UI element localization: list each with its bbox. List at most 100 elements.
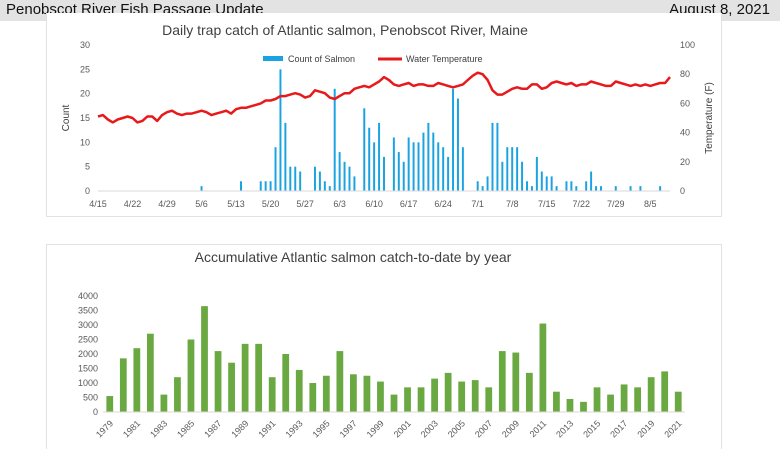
count-bar	[412, 142, 415, 191]
count-bar	[397, 152, 400, 191]
year-bar	[241, 343, 249, 412]
year-bar	[485, 387, 493, 412]
year-bar	[228, 362, 235, 412]
year-bar	[295, 369, 303, 412]
count-bar	[595, 186, 598, 191]
count-bar	[570, 181, 573, 191]
count-bar	[550, 176, 553, 191]
count-bar	[461, 147, 464, 191]
count-bar	[521, 161, 524, 191]
count-bar	[313, 166, 316, 191]
year-bar	[525, 372, 533, 412]
year-bar	[580, 401, 587, 412]
year-bar	[377, 381, 384, 412]
x-tick-label: 2007	[473, 418, 494, 439]
x-tick-label: 6/17	[400, 199, 418, 209]
x-tick-label: 2015	[581, 418, 602, 439]
count-bar	[402, 161, 405, 191]
chart-title: Daily trap catch of Atlantic salmon, Pen…	[162, 22, 528, 38]
year-bar	[309, 383, 317, 412]
year-bar	[282, 354, 290, 412]
count-bar	[565, 181, 568, 191]
count-bar	[427, 122, 430, 191]
legend-swatch-count	[263, 56, 283, 61]
count-bar	[289, 166, 292, 191]
year-bar	[674, 391, 682, 412]
x-tick-label: 4/22	[124, 199, 142, 209]
year-bar	[647, 377, 655, 412]
count-bar	[373, 142, 376, 191]
x-tick-label: 1995	[311, 418, 332, 439]
count-bar	[200, 186, 203, 191]
count-bar	[506, 147, 509, 191]
count-bar	[274, 147, 277, 191]
count-bar	[442, 147, 445, 191]
x-tick-label: 6/24	[434, 199, 452, 209]
legend-label-temperature: Water Temperature	[406, 54, 483, 64]
count-bar	[526, 181, 528, 191]
year-bar	[322, 375, 330, 412]
count-bar	[240, 181, 242, 191]
y2-tick-label: 40	[680, 128, 690, 138]
x-tick-label: 2009	[500, 418, 521, 439]
x-tick-label: 6/3	[333, 199, 346, 209]
y-tick-label: 4000	[78, 291, 98, 301]
count-bar	[447, 156, 450, 191]
x-tick-label: 1991	[256, 418, 277, 439]
year-bar	[350, 374, 357, 412]
count-bar	[575, 186, 578, 191]
year-bar	[634, 387, 642, 412]
count-bar	[452, 88, 455, 191]
x-tick-label: 1979	[94, 418, 115, 439]
count-bar	[333, 88, 336, 191]
year-bar	[539, 323, 547, 412]
x-tick-label: 8/5	[644, 199, 657, 209]
y2-axis-label: Temperature (F)	[704, 82, 715, 154]
x-tick-label: 1999	[365, 418, 386, 439]
year-bar	[336, 351, 344, 412]
year-bar	[268, 377, 276, 412]
year-bar	[146, 333, 154, 412]
count-bar	[501, 161, 504, 191]
count-bar	[363, 108, 366, 191]
count-bar	[530, 186, 533, 191]
year-bar	[160, 394, 168, 412]
y-tick-label: 3500	[78, 306, 98, 316]
count-bar	[279, 69, 282, 191]
year-bar	[498, 351, 506, 412]
x-tick-label: 4/29	[158, 199, 176, 209]
count-bar	[496, 122, 499, 191]
count-bar	[338, 152, 341, 191]
count-bar	[264, 181, 267, 191]
x-tick-label: 2001	[392, 418, 413, 439]
count-bar	[392, 137, 395, 191]
y2-tick-label: 80	[680, 69, 690, 79]
x-tick-label: 1987	[202, 418, 223, 439]
year-bar	[553, 391, 560, 412]
count-bar	[318, 171, 321, 191]
x-tick-label: 2019	[635, 418, 656, 439]
x-tick-label: 4/15	[89, 199, 107, 209]
y-tick-label: 20	[80, 89, 90, 99]
x-tick-label: 1983	[148, 418, 169, 439]
x-tick-label: 5/6	[195, 199, 208, 209]
count-bar	[511, 147, 514, 191]
year-bar	[201, 306, 208, 412]
water-temperature-line	[97, 71, 671, 124]
annual-catch-chart-panel	[46, 244, 722, 449]
count-bar	[422, 132, 425, 191]
year-bar	[187, 339, 195, 412]
y-tick-label: 0	[93, 407, 98, 417]
count-bar	[540, 171, 543, 191]
x-tick-label: 7/15	[538, 199, 556, 209]
count-bar	[535, 156, 538, 191]
x-tick-label: 1989	[229, 418, 250, 439]
count-bar	[323, 181, 326, 191]
x-tick-label: 1993	[283, 418, 304, 439]
count-bar	[659, 186, 662, 191]
year-bar	[620, 384, 628, 412]
year-bar	[255, 343, 263, 412]
y2-tick-label: 100	[680, 40, 695, 50]
